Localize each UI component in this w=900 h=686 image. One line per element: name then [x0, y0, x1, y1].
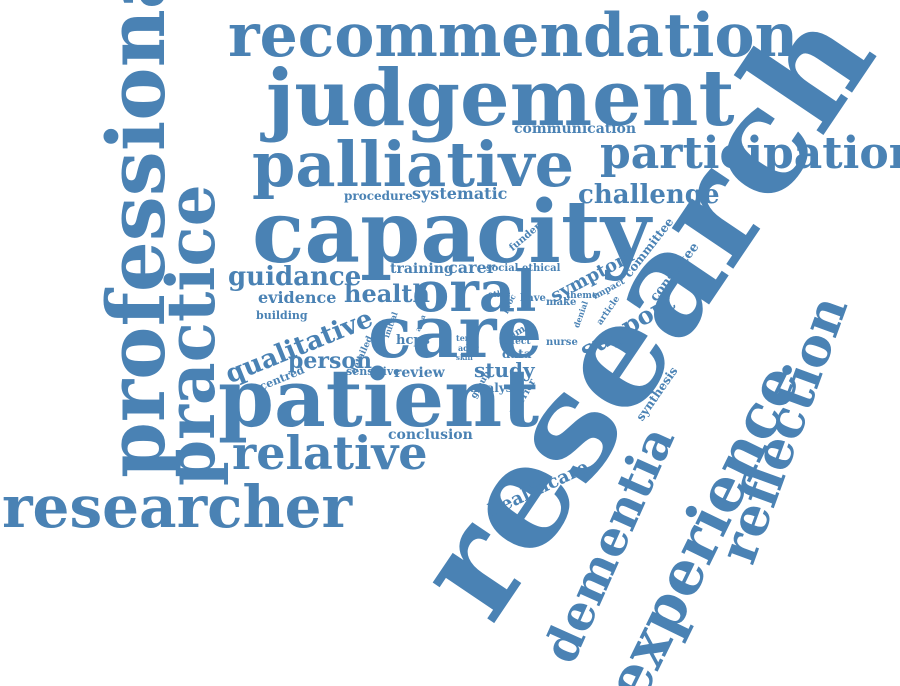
word-capacity: capacity — [252, 182, 651, 283]
word-systematic: systematic — [412, 184, 508, 203]
word-guidance: guidance — [228, 262, 362, 292]
word-nurse: nurse — [546, 337, 578, 348]
word-study: study — [474, 358, 535, 382]
word-person: person — [288, 348, 373, 374]
word-carer: carer — [448, 258, 496, 277]
word-addr: addr — [458, 343, 479, 353]
word-recommendation: recommendation — [228, 1, 799, 71]
word-procedure: procedure — [344, 189, 413, 203]
word-have: have — [520, 293, 546, 304]
word-building: building — [256, 309, 308, 322]
word-term: term — [456, 333, 478, 343]
word-make: make — [546, 297, 577, 308]
word-judgement: judgement — [266, 53, 735, 144]
word-communication: communication — [514, 121, 637, 137]
word-review: review — [394, 365, 445, 381]
word-data: data — [502, 347, 532, 361]
word-training: training — [390, 261, 454, 277]
word-hcps: hcps — [396, 333, 430, 348]
word-analysis: analysis — [470, 381, 524, 395]
word-challenge: challenge — [578, 180, 720, 210]
word-oral: oral — [412, 259, 537, 325]
word-sensitive: sensitive — [346, 365, 401, 378]
word-care: care — [368, 289, 543, 374]
word-practice: practice — [152, 184, 230, 486]
word-social: social — [486, 263, 519, 274]
word-skill: skill — [456, 353, 473, 362]
word-conclusion: conclusion — [388, 427, 473, 443]
word-relative: relative — [232, 426, 428, 480]
word-ethic: ethic — [488, 289, 511, 299]
word-palliative: palliative — [252, 128, 575, 201]
word-theme: theme — [566, 291, 598, 301]
word-evidence: evidence — [258, 288, 337, 307]
word-participation: participation — [600, 128, 900, 179]
word-ethical: ethical — [522, 263, 561, 274]
word-effect: effect — [502, 337, 531, 347]
word-researcher: researcher — [2, 473, 353, 541]
word-health: health — [344, 279, 430, 308]
word-patient: patient — [218, 351, 540, 445]
